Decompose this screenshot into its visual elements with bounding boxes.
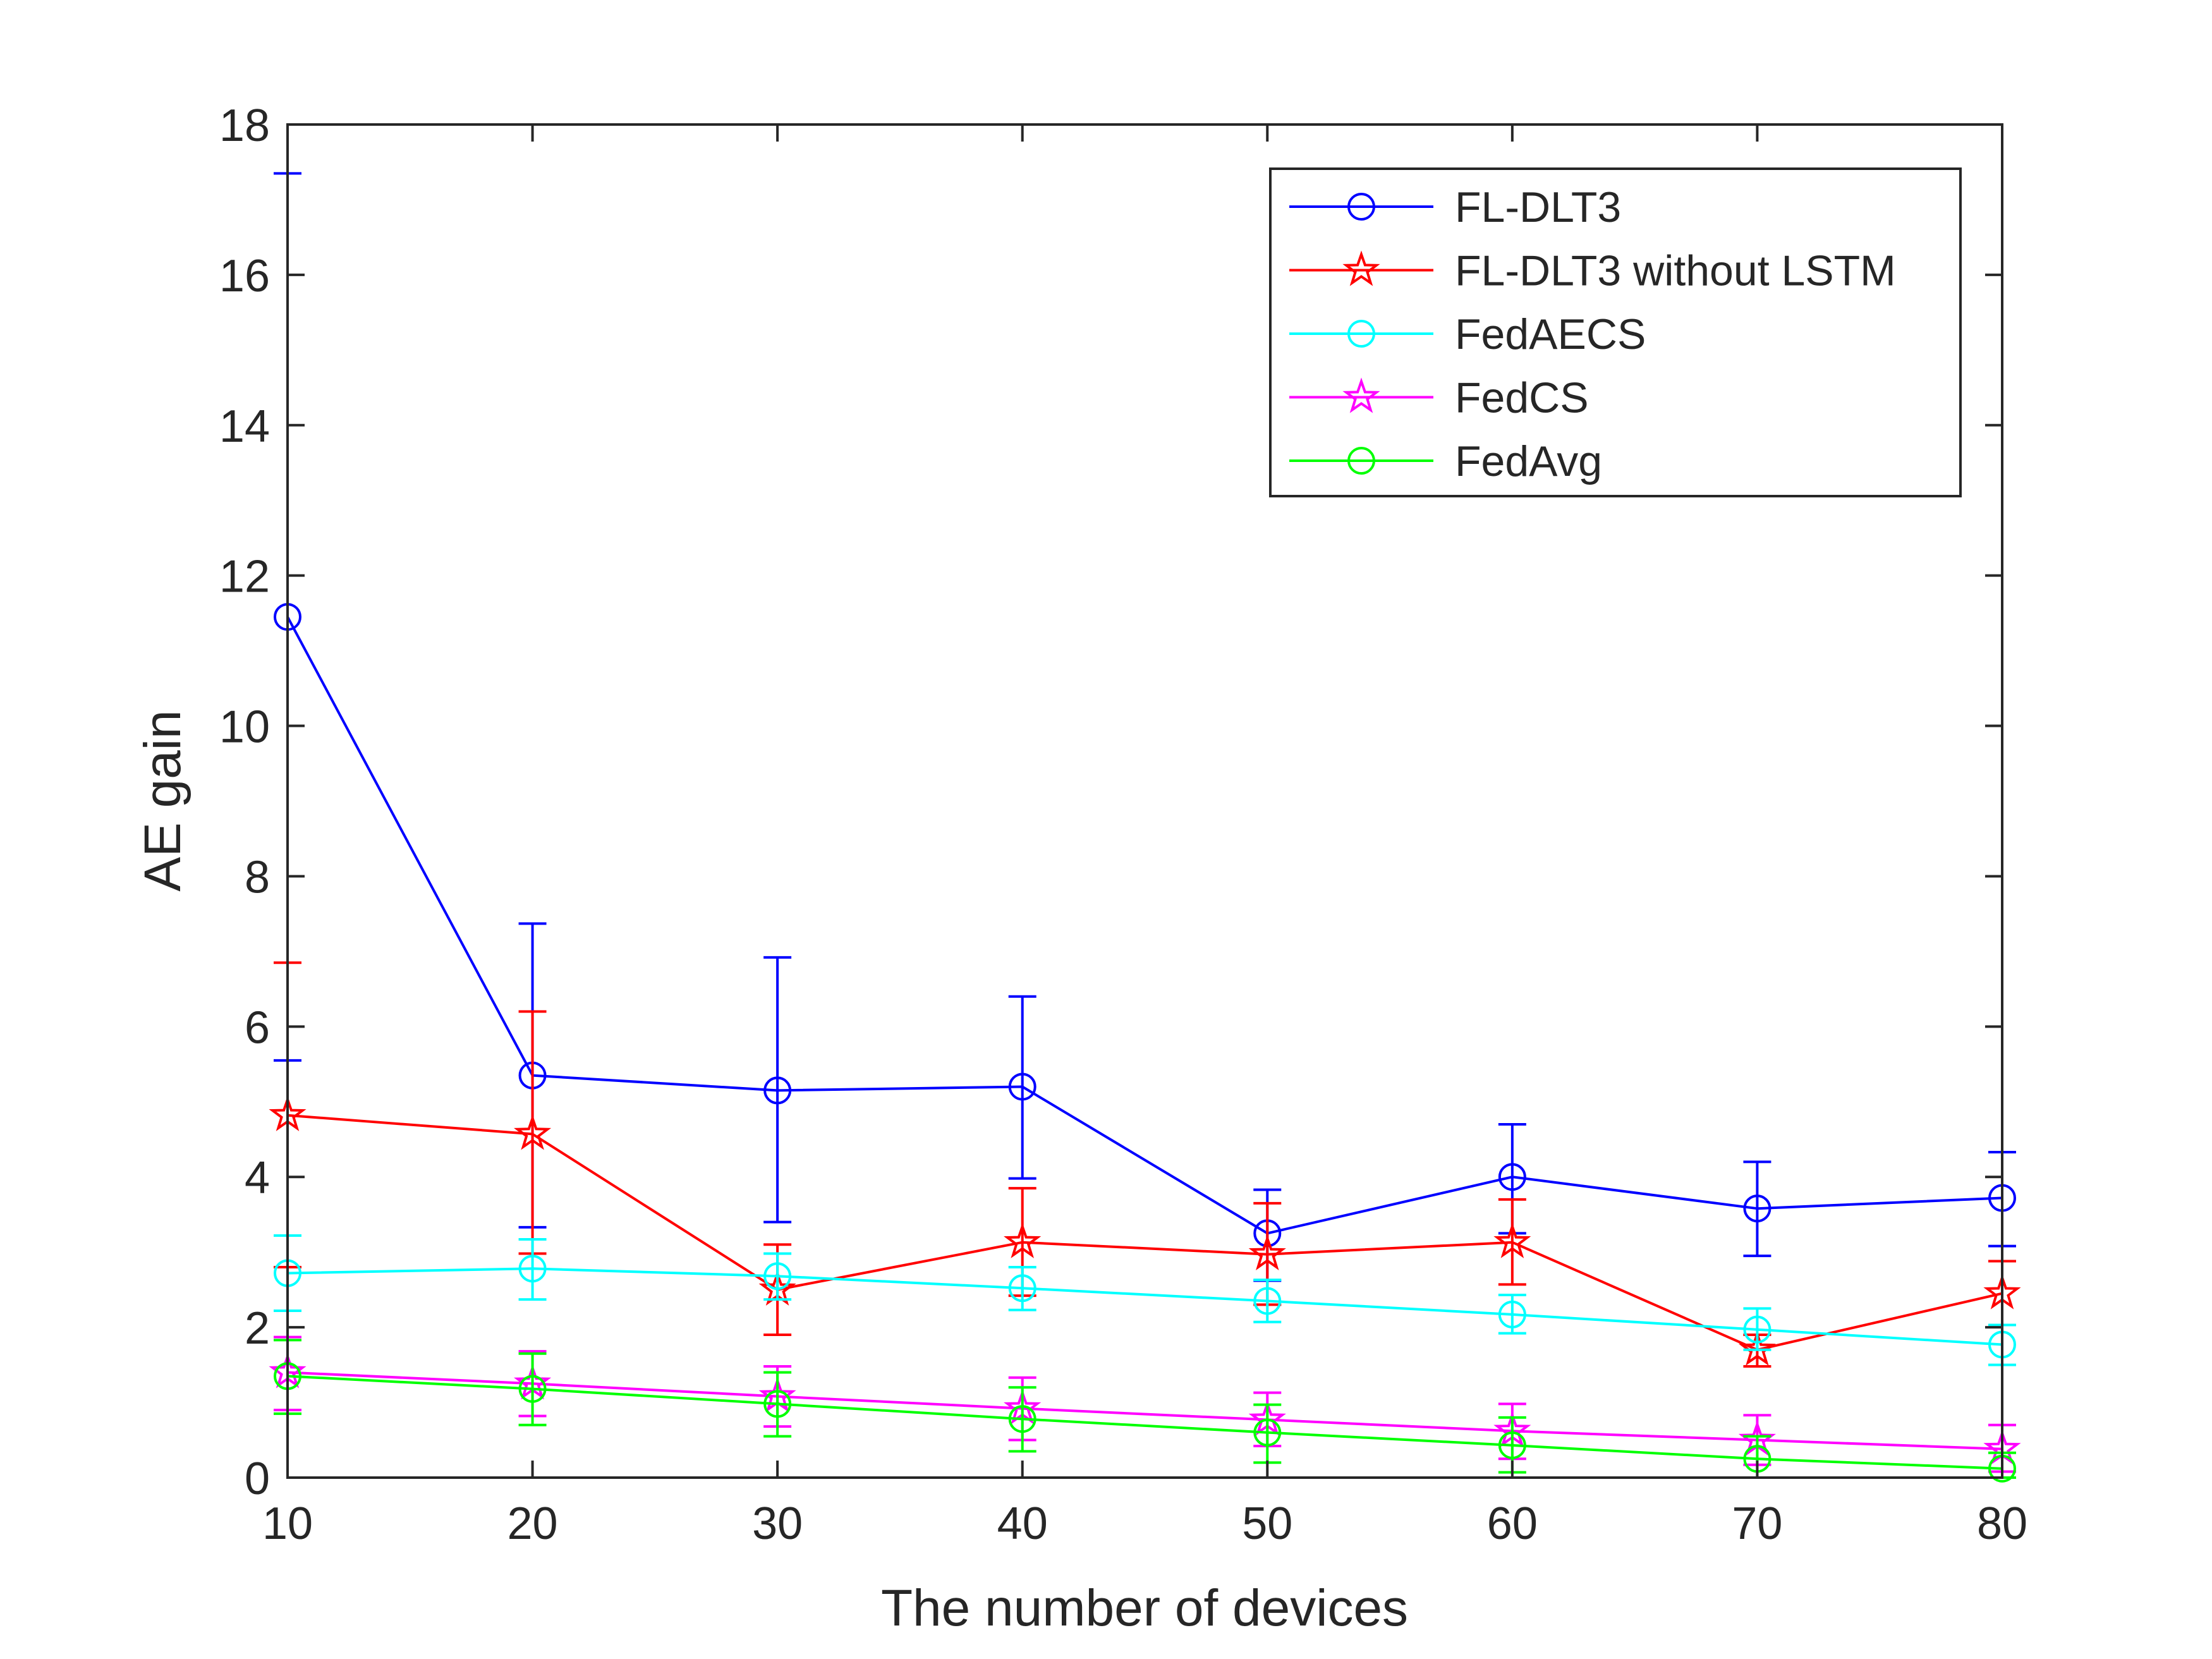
data-point-0-6 — [1743, 1194, 1771, 1223]
data-point-4-2 — [763, 1390, 792, 1418]
legend-label-4: FedAvg — [1455, 437, 1602, 485]
data-point-2-6 — [1743, 1315, 1771, 1344]
series-line-0 — [286, 616, 2003, 1235]
data-point-2-5 — [1498, 1300, 1526, 1328]
x-tick-label-80: 80 — [1977, 1498, 2027, 1549]
y-axis-label: AE gain — [134, 710, 191, 891]
y-tick-label-6: 6 — [245, 1002, 270, 1053]
ticks-layer: 10 20 30 40 50 60 70 80 0 2 4 6 8 10 12 14 16 18 — [219, 100, 2027, 1549]
x-tick-label-40: 40 — [997, 1498, 1048, 1549]
y-tick-label-10: 10 — [219, 702, 270, 753]
data-point-1-5 — [1493, 1222, 1531, 1258]
data-point-1-4 — [1248, 1234, 1286, 1270]
y-tick-label-0: 0 — [245, 1454, 270, 1504]
series-2 — [274, 1234, 2016, 1366]
x-tick-label-30: 30 — [752, 1498, 803, 1549]
axes-box — [286, 123, 2003, 1479]
y-tick-label-8: 8 — [245, 852, 270, 902]
y-tick-label-18: 18 — [219, 100, 270, 151]
data-point-2-4 — [1253, 1287, 1282, 1315]
series-line-3 — [287, 1371, 2003, 1450]
y-tick-label-16: 16 — [219, 251, 270, 301]
x-tick-label-70: 70 — [1732, 1498, 1782, 1549]
data-point-4-4 — [1253, 1418, 1282, 1447]
data-point-2-1 — [518, 1255, 547, 1283]
x-tick-label-10: 10 — [262, 1498, 313, 1549]
legend-label-3: FedCS — [1455, 374, 1589, 422]
data-point-4-5 — [1498, 1431, 1526, 1459]
data-point-4-3 — [1008, 1405, 1036, 1433]
data-point-1-1 — [514, 1114, 552, 1150]
legend-marker-4 — [1347, 447, 1375, 475]
data-point-2-3 — [1008, 1274, 1036, 1303]
legend-label-1: FL-DLT3 without LSTM — [1455, 247, 1896, 295]
series-line-1 — [287, 1114, 2003, 1351]
data-point-0-2 — [763, 1076, 792, 1105]
data-point-0-3 — [1008, 1073, 1036, 1101]
series-layer — [269, 172, 2021, 1483]
x-tick-label-20: 20 — [507, 1498, 558, 1549]
legend-marker-2 — [1347, 320, 1375, 348]
data-point-2-2 — [763, 1262, 792, 1291]
series-line-4 — [287, 1375, 2003, 1470]
legend-label-2: FedAECS — [1455, 310, 1646, 358]
series-line-2 — [287, 1267, 2003, 1346]
y-tick-label-14: 14 — [219, 401, 270, 452]
data-point-4-1 — [518, 1375, 547, 1403]
x-tick-label-60: 60 — [1487, 1498, 1538, 1549]
legend-marker-0 — [1347, 193, 1375, 221]
legend-marker-1 — [1342, 250, 1380, 286]
legend-label-0: FL-DLT3 — [1455, 183, 1621, 231]
y-tick-label-2: 2 — [245, 1303, 270, 1354]
data-point-1-3 — [1004, 1222, 1042, 1258]
x-axis-label: The number of devices — [881, 1579, 1408, 1637]
legend: FL-DLT3 FL-DLT3 without LSTM FedAECS FedCS F… — [1269, 167, 1962, 497]
data-point-1-6 — [1738, 1330, 1776, 1366]
y-tick-label-12: 12 — [219, 552, 270, 602]
data-point-0-5 — [1498, 1163, 1526, 1191]
legend-marker-3 — [1342, 377, 1380, 413]
x-tick-label-50: 50 — [1242, 1498, 1292, 1549]
y-tick-label-4: 4 — [245, 1153, 270, 1203]
